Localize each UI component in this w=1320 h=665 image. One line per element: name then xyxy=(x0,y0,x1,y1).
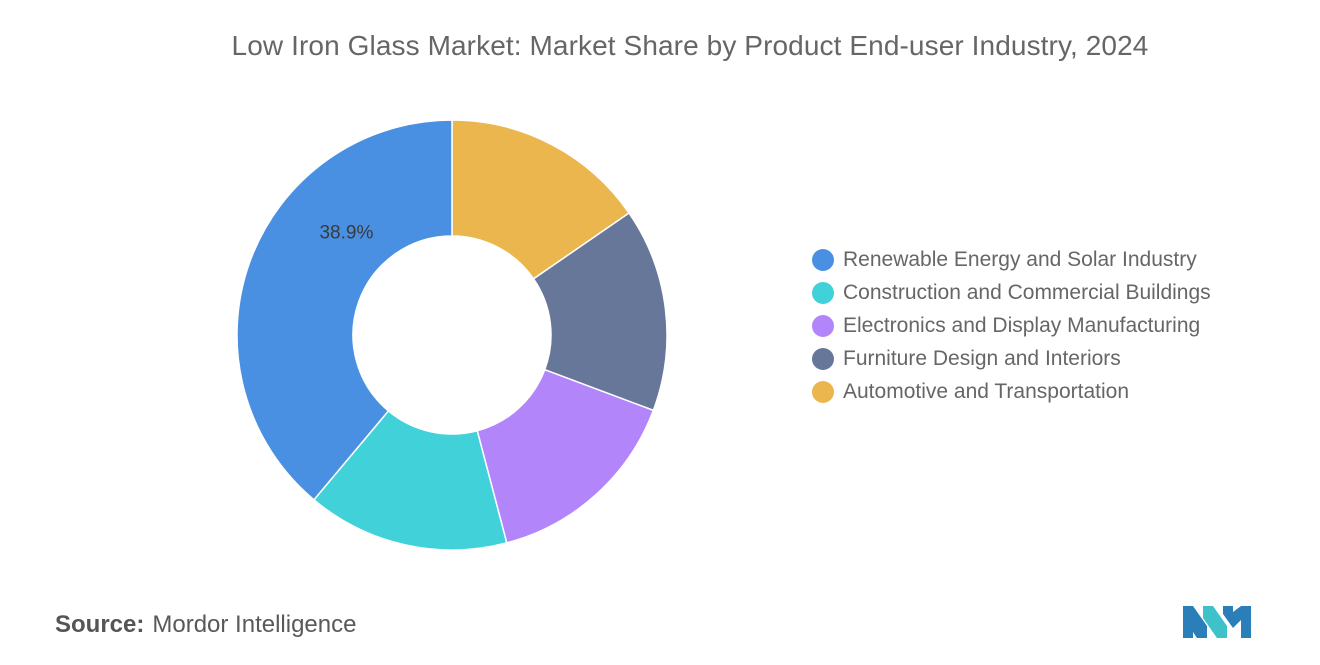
slice-furniture-design-and-interiors xyxy=(532,211,668,412)
slice-electronics-and-display-manufacturing xyxy=(476,368,655,544)
legend-swatch xyxy=(812,281,834,304)
legend-item: Automotive and Transportation xyxy=(812,375,1211,408)
legend-item: Furniture Design and Interiors xyxy=(812,342,1211,375)
legend-label: Automotive and Transportation xyxy=(843,379,1130,403)
legend-label: Construction and Commercial Buildings xyxy=(843,280,1211,304)
legend-swatch xyxy=(812,347,834,370)
source-note: Source: Mordor Intelligence xyxy=(55,611,356,639)
slice-automotive-and-transportation xyxy=(451,119,631,280)
legend-label: Furniture Design and Interiors xyxy=(843,346,1121,370)
data-labels: 38.9% xyxy=(319,222,373,243)
slice-construction-and-commercial-buildings xyxy=(312,409,508,551)
legend-label: Electronics and Display Manufacturing xyxy=(843,313,1201,337)
legend-swatch xyxy=(812,380,834,403)
data-label-renewable-energy-and-solar-industry: 38.9% xyxy=(319,222,373,243)
source-text: Mordor Intelligence xyxy=(152,611,357,638)
donut-slices xyxy=(236,119,668,551)
legend-item: Renewable Energy and Solar Industry xyxy=(812,243,1211,276)
legend-item: Construction and Commercial Buildings xyxy=(812,276,1211,309)
legend-swatch xyxy=(812,314,834,337)
mordor-intelligence-logo-icon xyxy=(1183,606,1251,638)
legend-swatch xyxy=(812,248,834,271)
chart-title: Low Iron Glass Market: Market Share by P… xyxy=(231,30,1149,61)
source-label: Source: xyxy=(55,611,145,638)
legend-item: Electronics and Display Manufacturing xyxy=(812,309,1211,342)
slice-renewable-energy-and-solar-industry xyxy=(236,119,453,501)
legend-label: Renewable Energy and Solar Industry xyxy=(843,247,1197,271)
chart-legend: Renewable Energy and Solar Industry Const… xyxy=(812,243,1211,408)
